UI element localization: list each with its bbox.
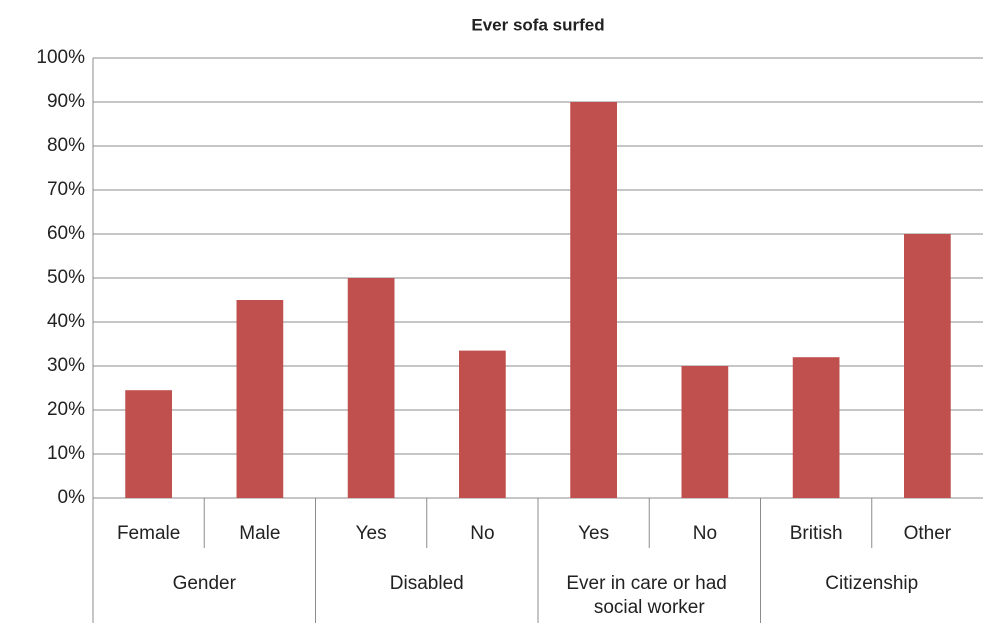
x-tick-label: Female [117, 523, 180, 544]
bar [570, 102, 617, 498]
x-tick-label: British [790, 523, 843, 544]
x-tick-label: No [470, 523, 494, 544]
group-label: Gender [173, 573, 237, 594]
y-tick-label: 20% [47, 399, 85, 420]
y-tick-label: 30% [47, 355, 85, 376]
bar [125, 390, 172, 498]
group-label: Disabled [390, 573, 464, 594]
x-tick-label: Yes [578, 523, 609, 544]
x-tick-label: Yes [356, 523, 387, 544]
y-tick-label: 0% [58, 487, 86, 508]
y-tick-label: 90% [47, 91, 85, 112]
x-tick-label: Other [904, 523, 952, 544]
x-tick-label: Male [239, 523, 280, 544]
chart-title: Ever sofa surfed [471, 15, 604, 34]
y-tick-label: 70% [47, 179, 85, 200]
y-tick-label: 100% [36, 47, 85, 68]
bar [347, 278, 395, 498]
y-tick-label: 10% [47, 443, 85, 464]
bar [236, 300, 284, 498]
group-label: Ever in care or had social worker [566, 573, 732, 618]
y-tick-label: 60% [47, 223, 85, 244]
bar [792, 357, 840, 498]
y-tick-label: 80% [47, 135, 85, 156]
bar [681, 366, 729, 498]
x-tick-label: No [693, 523, 717, 544]
bar [904, 234, 951, 498]
bar [459, 350, 506, 498]
group-label: Citizenship [825, 573, 918, 594]
y-tick-label: 50% [47, 267, 85, 288]
y-tick-label: 40% [47, 311, 85, 332]
